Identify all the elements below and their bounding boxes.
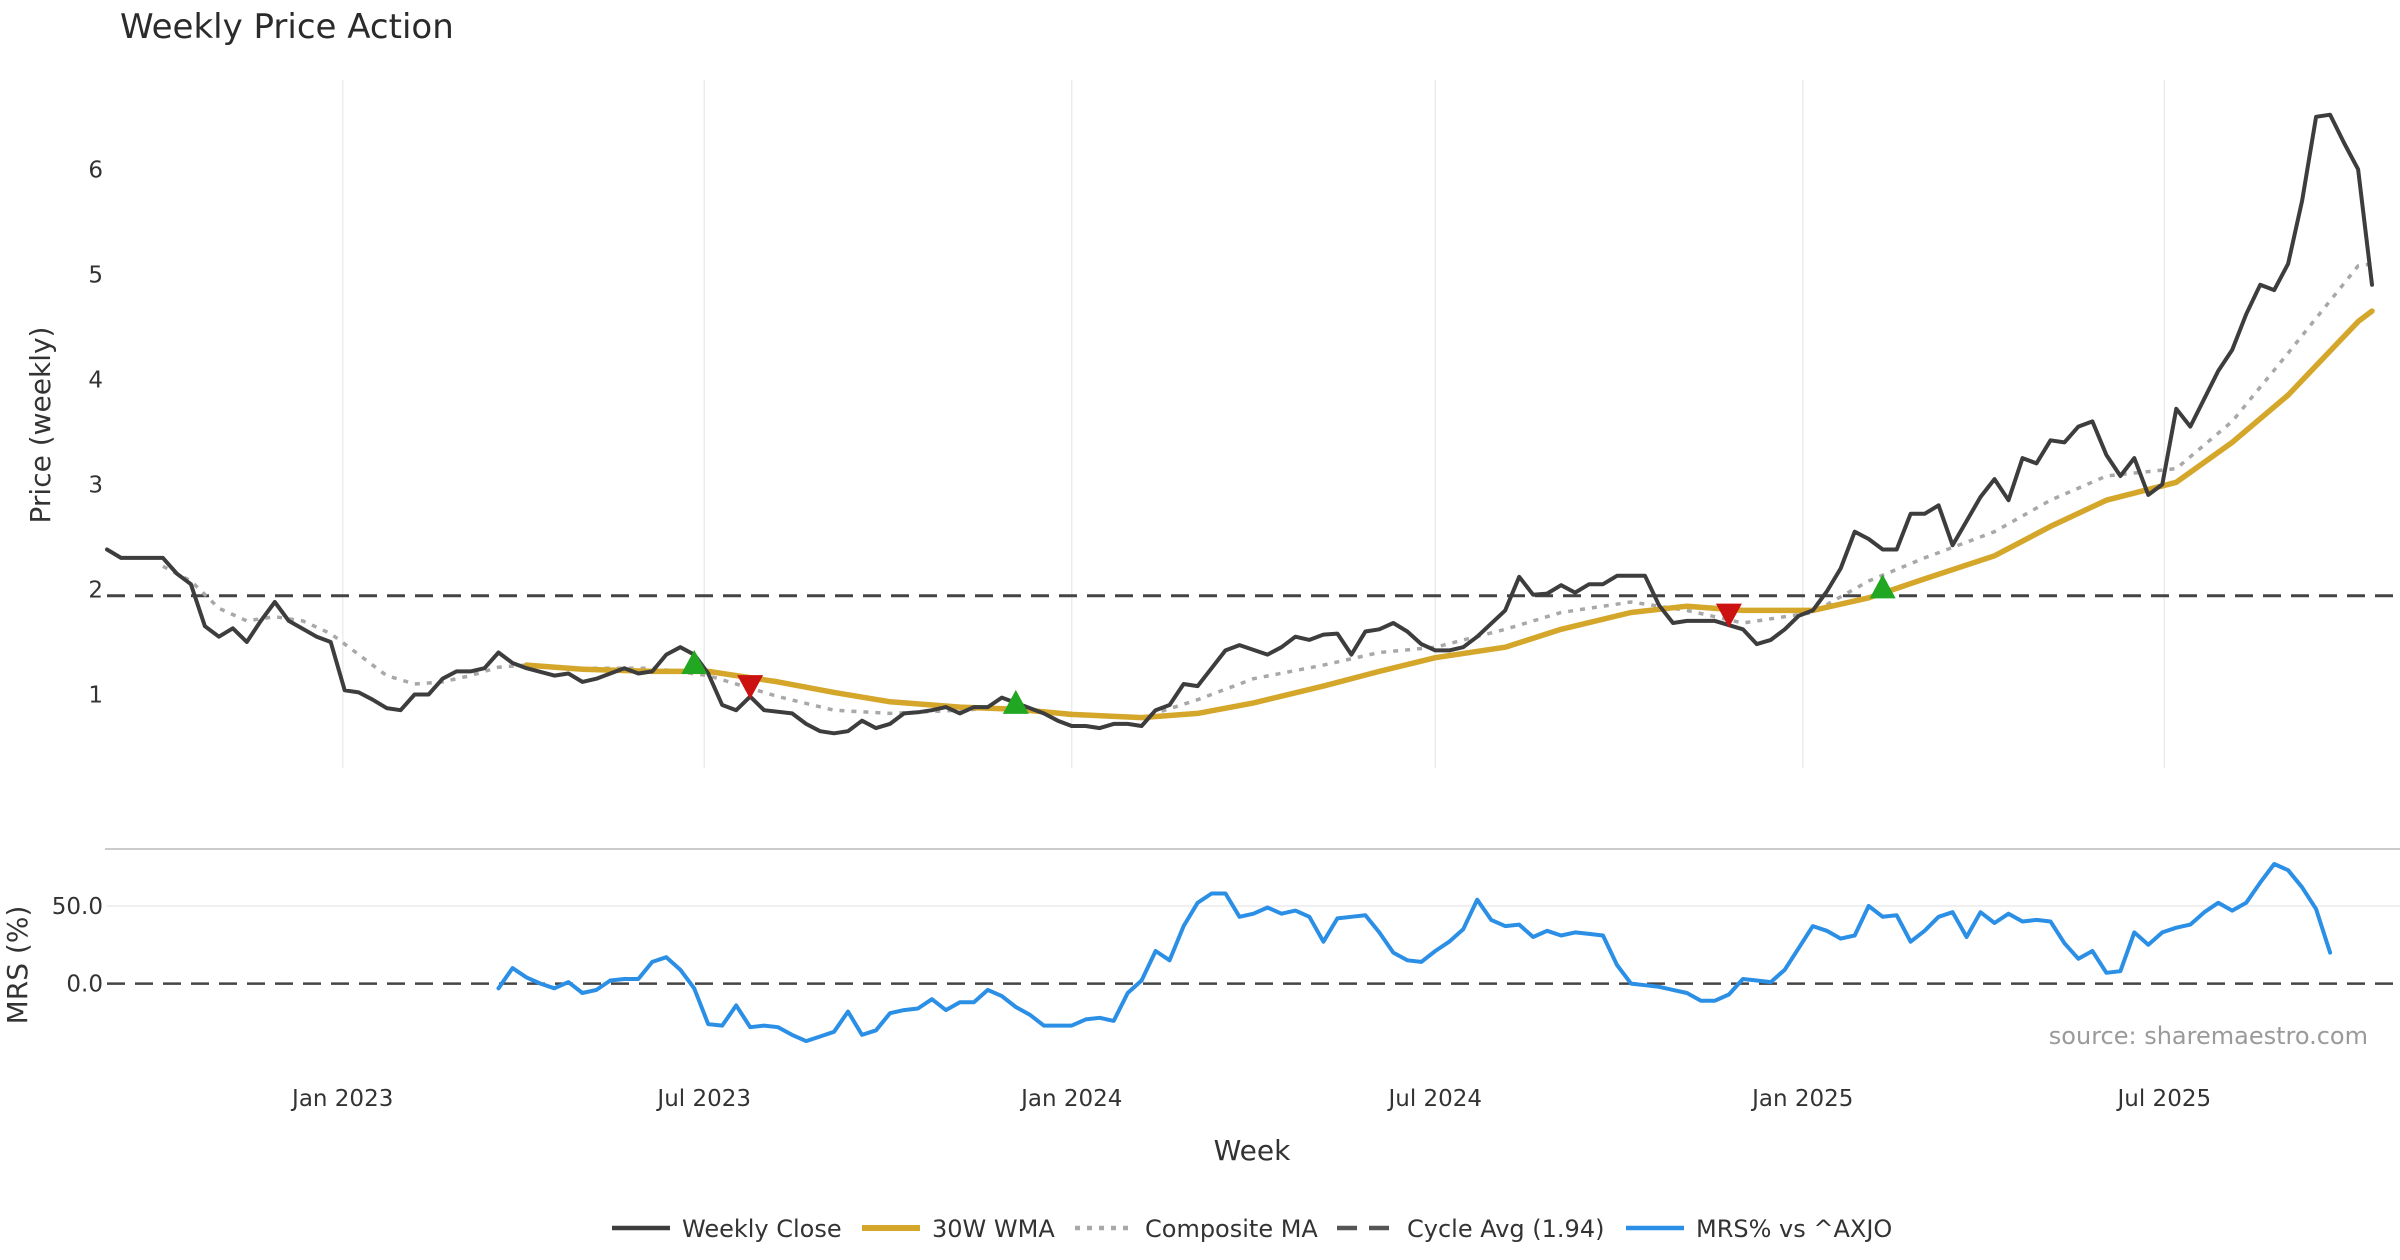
x-ticks: Jan 2023 Jul 2023 Jan 2024 Jul 2024 Jan 2025… [290,1086,2211,1112]
legend-label: Cycle Avg (1.94) [1407,1215,1604,1243]
price-y-tick-label: 4 [88,367,103,393]
buy-signal-marker [1869,574,1896,599]
price-y-tick-label: 5 [88,262,103,288]
mrs-series-group [496,862,2333,1044]
trade-signals [681,574,1896,714]
legend-label: 30W WMA [932,1215,1055,1243]
price-y-tick-label: 6 [88,157,103,183]
mrs-series-mrs-vs-axjo [496,862,2333,1044]
source-note: source: sharemaestro.com [2049,1022,2368,1050]
x-tick-label: Jan 2023 [290,1086,393,1112]
legend-label: MRS% vs ^AXJO [1696,1215,1892,1243]
x-tick-label: Jan 2024 [1019,1086,1122,1112]
legend-label: Weekly Close [682,1215,842,1243]
x-tick-label: Jul 2024 [1386,1086,1482,1112]
sell-signal-marker [1715,603,1742,628]
mrs-y-ticks: 0.0 50.0 [52,894,103,998]
price-y-axis-label: Price (weekly) [24,327,57,524]
x-axis-label: Week [1214,1134,1291,1167]
x-tick-label: Jan 2025 [1750,1086,1853,1112]
chart-title: Weekly Price Action [120,7,454,47]
price-series-composite-ma [162,262,2373,720]
price-panel-grid [341,80,2166,768]
mrs-y-tick-label: 0.0 [66,972,103,998]
sell-signal-marker [737,675,764,700]
legend-label: Composite MA [1145,1215,1318,1243]
price-series-group [105,112,2375,736]
price-series-weekly-close [105,112,2374,736]
buy-signal-marker [681,649,708,674]
x-tick-label: Jul 2025 [2116,1086,2212,1112]
price-y-tick-label: 2 [88,577,103,603]
mrs-y-axis-label: MRS (%) [1,906,34,1025]
price-y-tick-label: 1 [88,682,103,708]
mrs-y-tick-label: 50.0 [52,894,103,920]
price-y-tick-label: 3 [88,472,103,498]
price-y-ticks: 1 2 3 4 5 6 [88,157,103,708]
buy-signal-marker [1002,689,1029,714]
x-tick-label: Jul 2023 [655,1086,751,1112]
legend: Weekly Close 30W WMA Composite MA Cycle Avg… [612,1215,1892,1243]
price-series-30w-wma [523,308,2375,721]
